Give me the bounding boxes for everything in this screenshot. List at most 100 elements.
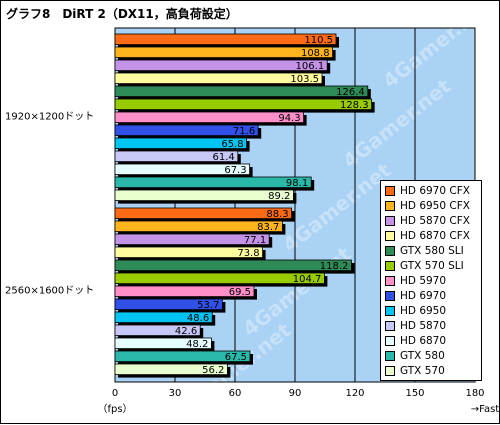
legend-swatch — [385, 230, 395, 241]
bar-value-label-1-9: 42.6 — [175, 326, 197, 337]
bar-0-2 — [114, 59, 328, 72]
bar-value-label-1-5: 104.7 — [293, 274, 322, 285]
bar-1-1 — [114, 220, 283, 233]
bar-value-label-1-6: 69.5 — [229, 287, 251, 298]
bar-1-5 — [114, 272, 325, 285]
bar-value-label-1-0: 88.3 — [266, 209, 288, 220]
legend-item: HD 6950 CFX — [381, 198, 481, 213]
legend-label: HD 5970 — [400, 274, 447, 287]
bar-0-4 — [114, 85, 369, 98]
bar-value-label-0-5: 128.3 — [340, 100, 369, 111]
x-tick-label-180: 180 — [465, 388, 484, 399]
x-tick-label-60: 60 — [229, 388, 242, 399]
bar-value-label-0-6: 94.3 — [278, 113, 300, 124]
bar-value-label-0-0: 110.5 — [304, 35, 333, 46]
bar-value-label-0-12: 89.2 — [268, 191, 290, 202]
bar-value-label-0-7: 71.6 — [233, 126, 255, 137]
bar-0-7 — [114, 124, 259, 137]
bar-1-10 — [114, 337, 212, 350]
bar-0-5 — [114, 98, 373, 111]
legend-item: HD 6970 — [381, 288, 481, 303]
legend-item: GTX 570 — [381, 363, 481, 378]
legend-item: GTX 580 — [381, 348, 481, 363]
legend-label: GTX 570 — [400, 364, 445, 377]
legend-item: GTX 570 SLI — [381, 258, 481, 273]
legend-label: GTX 570 SLI — [400, 259, 464, 272]
bar-value-label-1-11: 67.5 — [225, 352, 247, 363]
bar-0-12 — [114, 189, 294, 202]
legend-swatch — [385, 245, 395, 256]
x-tick-label-120: 120 — [345, 388, 364, 399]
bar-value-label-1-7: 53.7 — [197, 300, 219, 311]
bar-1-2 — [114, 233, 270, 246]
bar-0-11 — [114, 176, 312, 189]
legend-swatch — [385, 350, 395, 361]
x-axis-unit: （fps） — [97, 403, 132, 415]
legend-label: GTX 580 SLI — [400, 244, 464, 257]
legend-label: GTX 580 — [400, 349, 445, 362]
legend-label: HD 5870 — [400, 319, 447, 332]
bar-1-12 — [114, 363, 228, 376]
legend-label: HD 6970 CFX — [400, 184, 470, 197]
bar-value-label-1-3: 73.8 — [237, 248, 259, 259]
bar-value-label-1-4: 118.2 — [320, 261, 349, 272]
legend-label: HD 6870 — [400, 334, 447, 347]
bar-value-label-0-9: 61.4 — [213, 152, 235, 163]
x-axis-direction: →Fast — [471, 404, 500, 415]
legend-item: HD 6870 — [381, 333, 481, 348]
x-tick-label-150: 150 — [405, 388, 424, 399]
legend-swatch — [385, 290, 395, 301]
legend-item: HD 6950 — [381, 303, 481, 318]
legend-item: GTX 580 SLI — [381, 243, 481, 258]
bar-1-11 — [114, 350, 251, 363]
bar-0-8 — [114, 137, 248, 150]
legend-item: HD 6970 CFX — [381, 183, 481, 198]
bar-value-label-0-10: 67.3 — [224, 165, 246, 176]
bar-0-3 — [114, 72, 323, 85]
bar-value-label-0-1: 108.8 — [301, 48, 330, 59]
legend-label: HD 5870 CFX — [400, 214, 470, 227]
legend-swatch — [385, 305, 395, 316]
x-tick-label-0: 0 — [112, 388, 118, 399]
group-label-0: 1920×1200ドット — [5, 112, 94, 123]
legend-swatch — [385, 215, 395, 226]
bar-1-6 — [114, 285, 255, 298]
bar-0-0 — [114, 33, 337, 46]
legend-label: HD 6870 CFX — [400, 229, 470, 242]
bar-value-label-1-2: 77.1 — [244, 235, 266, 246]
legend-item: HD 5970 — [381, 273, 481, 288]
bar-1-8 — [114, 311, 213, 324]
legend-item: HD 6870 CFX — [381, 228, 481, 243]
x-tick-label-30: 30 — [169, 388, 182, 399]
legend-label: HD 6950 — [400, 304, 447, 317]
bar-value-label-0-3: 103.5 — [290, 74, 319, 85]
bar-1-4 — [114, 259, 352, 272]
bar-value-label-1-8: 48.6 — [187, 313, 209, 324]
bar-0-1 — [114, 46, 334, 59]
legend-item: HD 5870 — [381, 318, 481, 333]
legend: HD 6970 CFX HD 6950 CFX HD 5870 CFX HD 6870… — [380, 180, 482, 381]
legend-swatch — [385, 320, 395, 331]
bar-0-6 — [114, 111, 305, 124]
bar-1-9 — [114, 324, 201, 337]
legend-swatch — [385, 200, 395, 211]
bar-value-label-0-2: 106.1 — [296, 61, 325, 72]
legend-label: HD 6970 — [400, 289, 447, 302]
legend-swatch — [385, 275, 395, 286]
bar-1-0 — [114, 207, 293, 220]
legend-swatch — [385, 335, 395, 346]
x-tick-label-90: 90 — [289, 388, 302, 399]
bar-value-label-0-11: 98.1 — [286, 178, 308, 189]
bar-value-label-1-1: 83.7 — [257, 222, 279, 233]
chart-title: グラフ8 DiRT 2（DX11，高負荷設定） — [6, 7, 238, 21]
legend-label: HD 6950 CFX — [400, 199, 470, 212]
bar-value-label-0-8: 65.8 — [221, 139, 243, 150]
legend-swatch — [385, 365, 395, 376]
bar-value-label-0-4: 126.4 — [336, 87, 365, 98]
legend-swatch — [385, 185, 395, 196]
group-label-1: 2560×1600ドット — [5, 286, 94, 297]
bar-1-7 — [114, 298, 223, 311]
bar-value-label-1-10: 48.2 — [186, 339, 208, 350]
bar-0-10 — [114, 163, 251, 176]
